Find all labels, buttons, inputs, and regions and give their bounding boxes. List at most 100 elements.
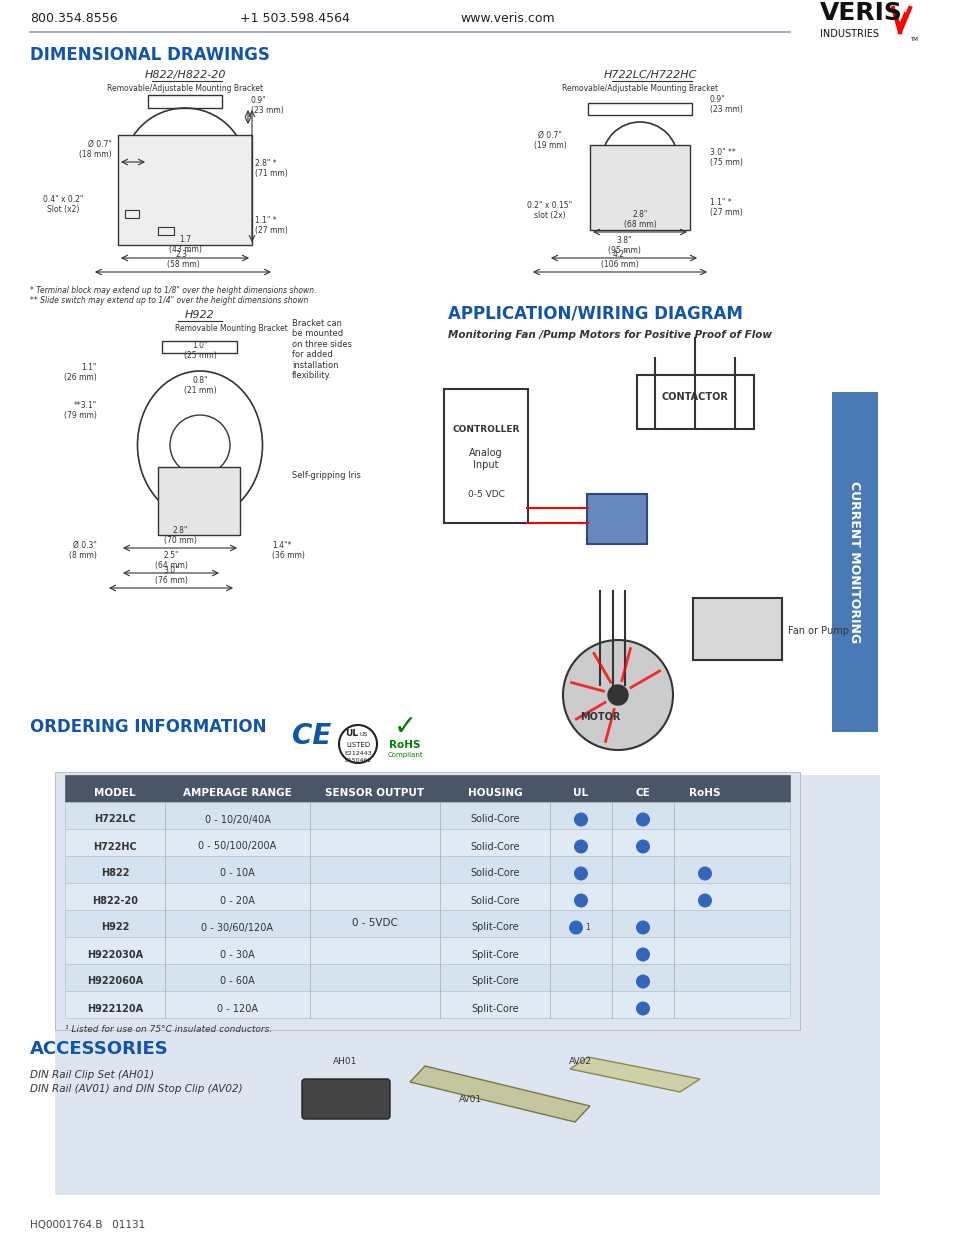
Text: CONTROLLER: CONTROLLER bbox=[452, 425, 519, 434]
Text: 2.3"
(58 mm): 2.3" (58 mm) bbox=[167, 249, 199, 269]
FancyBboxPatch shape bbox=[65, 829, 789, 856]
Text: 0 - 20A: 0 - 20A bbox=[220, 896, 254, 906]
Text: Solid-Core: Solid-Core bbox=[470, 814, 519, 824]
Circle shape bbox=[636, 1001, 649, 1016]
Circle shape bbox=[568, 921, 582, 934]
FancyBboxPatch shape bbox=[158, 467, 240, 535]
Text: 0.8"
(21 mm): 0.8" (21 mm) bbox=[184, 375, 216, 395]
Text: 3.8"
(95 mm): 3.8" (95 mm) bbox=[607, 235, 639, 255]
Text: INDUSTRIES: INDUSTRIES bbox=[820, 28, 878, 38]
Text: 0.2" x 0.15"
slot (2x): 0.2" x 0.15" slot (2x) bbox=[527, 201, 572, 221]
Text: DIMENSIONAL DRAWINGS: DIMENSIONAL DRAWINGS bbox=[30, 46, 270, 64]
Text: H822: H822 bbox=[101, 869, 129, 878]
Text: Removable/Adjustable Mounting Bracket: Removable/Adjustable Mounting Bracket bbox=[561, 84, 718, 93]
Circle shape bbox=[636, 840, 649, 854]
Circle shape bbox=[574, 866, 587, 881]
Text: CONTACTOR: CONTACTOR bbox=[660, 392, 728, 401]
Text: DIN Rail Clip Set (AH01): DIN Rail Clip Set (AH01) bbox=[30, 1070, 153, 1080]
Text: Ø 0.3"
(8 mm): Ø 0.3" (8 mm) bbox=[69, 540, 97, 560]
FancyBboxPatch shape bbox=[65, 937, 789, 964]
Circle shape bbox=[636, 975, 649, 989]
FancyBboxPatch shape bbox=[65, 909, 789, 937]
Text: 1.7
(43 mm): 1.7 (43 mm) bbox=[169, 234, 201, 254]
Text: 1.1"
(26 mm): 1.1" (26 mm) bbox=[64, 363, 97, 382]
FancyBboxPatch shape bbox=[55, 772, 800, 1030]
Text: Split-Core: Split-Core bbox=[471, 976, 518, 986]
Text: 0.4" x 0.2"
Slot (x2): 0.4" x 0.2" Slot (x2) bbox=[43, 195, 83, 214]
Text: 1: 1 bbox=[584, 923, 589, 933]
Circle shape bbox=[636, 948, 649, 961]
Text: Split-Core: Split-Core bbox=[471, 1004, 518, 1014]
Text: MODEL: MODEL bbox=[94, 788, 135, 798]
Text: RoHS: RoHS bbox=[389, 740, 420, 750]
Circle shape bbox=[698, 893, 711, 907]
Text: AH01: AH01 bbox=[333, 1057, 356, 1066]
Text: APPLICATION/WIRING DIAGRAM: APPLICATION/WIRING DIAGRAM bbox=[448, 304, 742, 322]
Circle shape bbox=[636, 813, 649, 826]
Text: LISTED: LISTED bbox=[346, 742, 370, 748]
Text: MOTOR: MOTOR bbox=[579, 712, 619, 722]
FancyBboxPatch shape bbox=[302, 1079, 390, 1119]
Text: 2.8"
(70 mm): 2.8" (70 mm) bbox=[163, 525, 196, 545]
FancyBboxPatch shape bbox=[65, 964, 789, 991]
Text: Ø 0.7"
(18 mm): Ø 0.7" (18 mm) bbox=[79, 140, 112, 159]
Text: www.veris.com: www.veris.com bbox=[459, 12, 554, 25]
Text: Self-gripping Iris: Self-gripping Iris bbox=[292, 471, 360, 479]
Text: H722HC: H722HC bbox=[93, 841, 136, 851]
Text: Solid-Core: Solid-Core bbox=[470, 841, 519, 851]
Text: Split-Core: Split-Core bbox=[471, 923, 518, 933]
FancyBboxPatch shape bbox=[65, 802, 789, 829]
Text: ✓: ✓ bbox=[393, 712, 416, 741]
Text: US: US bbox=[359, 732, 368, 737]
FancyBboxPatch shape bbox=[65, 856, 789, 883]
Text: 0 - 10A: 0 - 10A bbox=[220, 869, 254, 878]
Text: DIN Rail (AV01) and DIN Stop Clip (AV02): DIN Rail (AV01) and DIN Stop Clip (AV02) bbox=[30, 1084, 242, 1094]
Text: AV01: AV01 bbox=[458, 1095, 481, 1104]
Text: 1.1" *
(27 mm): 1.1" * (27 mm) bbox=[254, 216, 288, 235]
Text: 0 - 30/60/120A: 0 - 30/60/120A bbox=[201, 923, 274, 933]
FancyBboxPatch shape bbox=[443, 389, 527, 523]
Text: UL: UL bbox=[345, 729, 358, 738]
Text: 1.0"
(25 mm): 1.0" (25 mm) bbox=[183, 341, 216, 361]
Text: Removable Mounting Bracket: Removable Mounting Bracket bbox=[174, 325, 288, 333]
Text: Fan or Pump: Fan or Pump bbox=[787, 626, 848, 636]
Text: * Terminal block may extend up to 1/8" over the height dimensions shown.: * Terminal block may extend up to 1/8" o… bbox=[30, 286, 316, 295]
Text: ** Slide switch may extend up to 1/4" over the height dimensions shown: ** Slide switch may extend up to 1/4" ov… bbox=[30, 296, 308, 305]
Text: H922: H922 bbox=[101, 923, 129, 933]
Polygon shape bbox=[569, 1057, 700, 1092]
FancyBboxPatch shape bbox=[65, 991, 789, 1018]
Text: 3.0"
(76 mm): 3.0" (76 mm) bbox=[154, 565, 187, 585]
Text: H922120A: H922120A bbox=[87, 1004, 143, 1014]
FancyBboxPatch shape bbox=[118, 135, 252, 245]
Text: H922: H922 bbox=[185, 310, 214, 320]
Text: 0-5 VDC: 0-5 VDC bbox=[467, 489, 504, 499]
FancyBboxPatch shape bbox=[637, 375, 753, 429]
Text: TM: TM bbox=[909, 37, 917, 42]
Text: CE: CE bbox=[292, 722, 331, 750]
Circle shape bbox=[607, 685, 627, 705]
Text: Split-Core: Split-Core bbox=[471, 949, 518, 959]
FancyBboxPatch shape bbox=[831, 392, 877, 732]
Text: 0 - 10/20/40A: 0 - 10/20/40A bbox=[204, 814, 270, 824]
Text: Solid-Core: Solid-Core bbox=[470, 869, 519, 878]
Text: UL: UL bbox=[573, 788, 588, 798]
Circle shape bbox=[574, 840, 587, 854]
Text: H822/H822-20: H822/H822-20 bbox=[144, 69, 226, 81]
Text: HQ0001764.B   01131: HQ0001764.B 01131 bbox=[30, 1220, 145, 1230]
Text: CURRENT MONITORING: CURRENT MONITORING bbox=[847, 481, 861, 643]
Text: 0.9"
(23 mm): 0.9" (23 mm) bbox=[251, 95, 283, 115]
Text: Bracket can
be mounted
on three sides
for added
installation
flexibility.: Bracket can be mounted on three sides fo… bbox=[292, 318, 352, 380]
FancyBboxPatch shape bbox=[55, 776, 879, 1194]
Text: 1.1" *
(27 mm): 1.1" * (27 mm) bbox=[709, 197, 742, 217]
Circle shape bbox=[562, 641, 672, 750]
Text: ¹ Listed for use on 75°C insulated conductors.: ¹ Listed for use on 75°C insulated condu… bbox=[65, 1025, 272, 1035]
Text: 800.354.8556: 800.354.8556 bbox=[30, 12, 117, 25]
Circle shape bbox=[574, 893, 587, 907]
Text: SENSOR OUTPUT: SENSOR OUTPUT bbox=[325, 788, 424, 798]
Text: HOUSING: HOUSING bbox=[467, 788, 521, 798]
Text: 0 - 5VDC: 0 - 5VDC bbox=[352, 918, 397, 928]
Text: Analog
Input: Analog Input bbox=[469, 449, 502, 470]
FancyBboxPatch shape bbox=[589, 145, 689, 230]
Text: 2.8"
(68 mm): 2.8" (68 mm) bbox=[623, 209, 656, 229]
Text: 0 - 120A: 0 - 120A bbox=[216, 1004, 257, 1014]
